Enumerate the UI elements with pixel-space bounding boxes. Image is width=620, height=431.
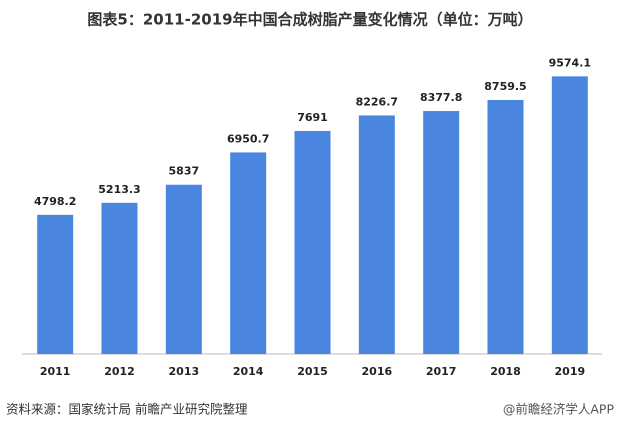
bar [487,99,524,354]
data-label: 9574.1 [549,56,591,69]
x-tick-label: 2011 [40,365,71,378]
chart-title: 图表5：2011-2019年中国合成树脂产量变化情况（单位：万吨） [87,11,532,29]
data-label: 4798.2 [34,195,76,208]
bar [358,115,395,355]
data-label: 5213.3 [98,183,140,196]
watermark: @前瞻经济学人APP [503,402,615,417]
data-label: 6950.7 [227,132,269,145]
x-tick-label: 2013 [169,365,200,378]
bar [294,130,331,354]
x-tick-label: 2018 [490,365,521,378]
data-label: 8226.7 [356,95,398,108]
data-label: 7691 [297,111,328,124]
x-tick-label: 2019 [555,365,586,378]
data-label: 8377.8 [420,91,462,104]
bar [423,111,460,355]
bar [230,152,267,354]
x-tick-label: 2016 [362,365,393,378]
x-tick-label: 2014 [233,365,264,378]
bar [101,202,138,354]
data-label: 5837 [169,165,200,178]
source-note: 资料来源：国家统计局 前瞻产业研究院整理 [6,402,248,417]
bar [551,76,588,354]
bar [37,214,74,354]
x-tick-label: 2017 [426,365,457,378]
data-label: 8759.5 [484,80,526,93]
x-tick-label: 2015 [297,365,328,378]
bar [165,184,202,354]
x-tick-label: 2012 [104,365,135,378]
